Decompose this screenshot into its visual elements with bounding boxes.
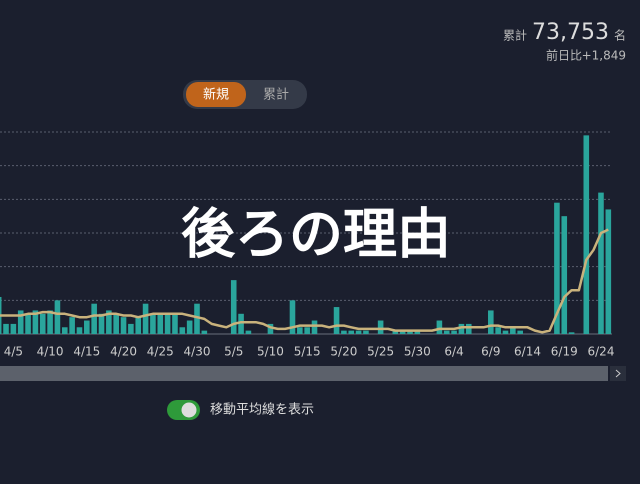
bar <box>179 327 186 334</box>
bar <box>54 300 61 334</box>
diff-value: +1,849 <box>582 49 626 63</box>
toggle-label: 移動平均線を表示 <box>210 402 314 418</box>
bar <box>3 323 9 334</box>
bar <box>554 202 560 334</box>
bar <box>201 330 208 334</box>
bar <box>517 330 523 334</box>
bar <box>458 323 465 334</box>
x-tick-label: 4/5 <box>4 345 23 359</box>
bar <box>451 330 457 334</box>
moving-average-line <box>0 228 609 334</box>
bar <box>267 323 274 334</box>
x-tick-label: 4/25 <box>147 345 174 359</box>
bar <box>392 330 399 334</box>
bar <box>84 320 90 334</box>
toggle-knob <box>181 402 197 418</box>
bar <box>157 313 164 334</box>
x-tick-label: 4/30 <box>184 345 211 359</box>
bar <box>561 216 568 334</box>
total-unit: 名 <box>614 28 626 43</box>
bar <box>399 330 406 334</box>
bar <box>113 313 119 334</box>
scroll-arrow <box>615 369 621 378</box>
bar <box>142 303 149 334</box>
x-tick-label: 6/9 <box>481 345 500 359</box>
bar <box>69 317 75 334</box>
bar <box>304 327 310 334</box>
bar <box>106 310 112 334</box>
bar <box>407 330 413 334</box>
bar <box>76 327 83 334</box>
bar <box>17 310 24 334</box>
x-tick-label: 5/25 <box>367 345 394 359</box>
x-tick-label: 6/19 <box>551 345 578 359</box>
bar <box>98 313 105 334</box>
bar <box>61 327 68 334</box>
bar <box>348 330 355 334</box>
tab-active[interactable] <box>186 82 246 107</box>
scrollbar[interactable] <box>0 366 608 381</box>
bar <box>488 310 494 334</box>
bar <box>289 300 296 334</box>
diff-label: 前日比 <box>546 48 582 63</box>
bar <box>238 313 244 334</box>
bar <box>583 135 590 334</box>
x-tick-label: 5/20 <box>330 345 357 359</box>
x-tick-label: 5/15 <box>294 345 321 359</box>
x-tick-label: 6/14 <box>514 345 541 359</box>
bar <box>150 313 156 334</box>
x-tick-label: 5/30 <box>404 345 431 359</box>
bar <box>414 330 421 334</box>
bar <box>186 320 193 334</box>
bar <box>333 307 340 334</box>
x-tick-label: 4/20 <box>110 345 137 359</box>
bar <box>510 327 516 334</box>
scroll-button[interactable] <box>610 366 626 381</box>
bar <box>230 280 237 334</box>
bar <box>47 310 53 334</box>
x-tick-label: 6/24 <box>588 345 615 359</box>
bar <box>164 313 171 334</box>
x-tick-label: 6/4 <box>444 345 463 359</box>
bar <box>172 313 178 334</box>
x-tick-label: 4/15 <box>73 345 100 359</box>
bar <box>465 323 472 334</box>
bar <box>605 209 612 334</box>
bar <box>341 330 347 334</box>
bar <box>194 303 200 334</box>
bar <box>10 323 17 334</box>
bar <box>245 330 252 334</box>
total-label: 累計 <box>503 28 527 43</box>
bar <box>502 330 509 334</box>
bar <box>311 320 318 334</box>
bar <box>135 317 142 334</box>
plot: 4/5 4/10 4/15 4/20 4/25 4/30 5/5 5/10 5/15 5/20 5/… <box>0 131 615 359</box>
bar <box>443 330 450 334</box>
bar <box>598 192 604 334</box>
bar <box>297 327 303 334</box>
x-tick-label: 4/10 <box>37 345 64 359</box>
bar <box>91 303 97 334</box>
bar <box>25 313 31 334</box>
x-tick-label: 5/10 <box>257 345 284 359</box>
bar <box>355 330 362 334</box>
bar <box>363 330 369 334</box>
bar <box>39 313 46 334</box>
bar <box>568 332 575 334</box>
tab[interactable]: 新規 <box>203 87 229 103</box>
total-value: 73,753 <box>532 20 609 45</box>
bar <box>32 310 39 334</box>
tab[interactable]: 累計 <box>263 87 289 103</box>
bar <box>436 320 443 334</box>
bar <box>495 327 501 334</box>
bar <box>377 320 384 334</box>
overlay-title: 後ろの理由 <box>181 203 451 266</box>
x-tick-label: 5/5 <box>224 345 243 359</box>
bar <box>128 323 134 334</box>
bar <box>120 317 127 334</box>
